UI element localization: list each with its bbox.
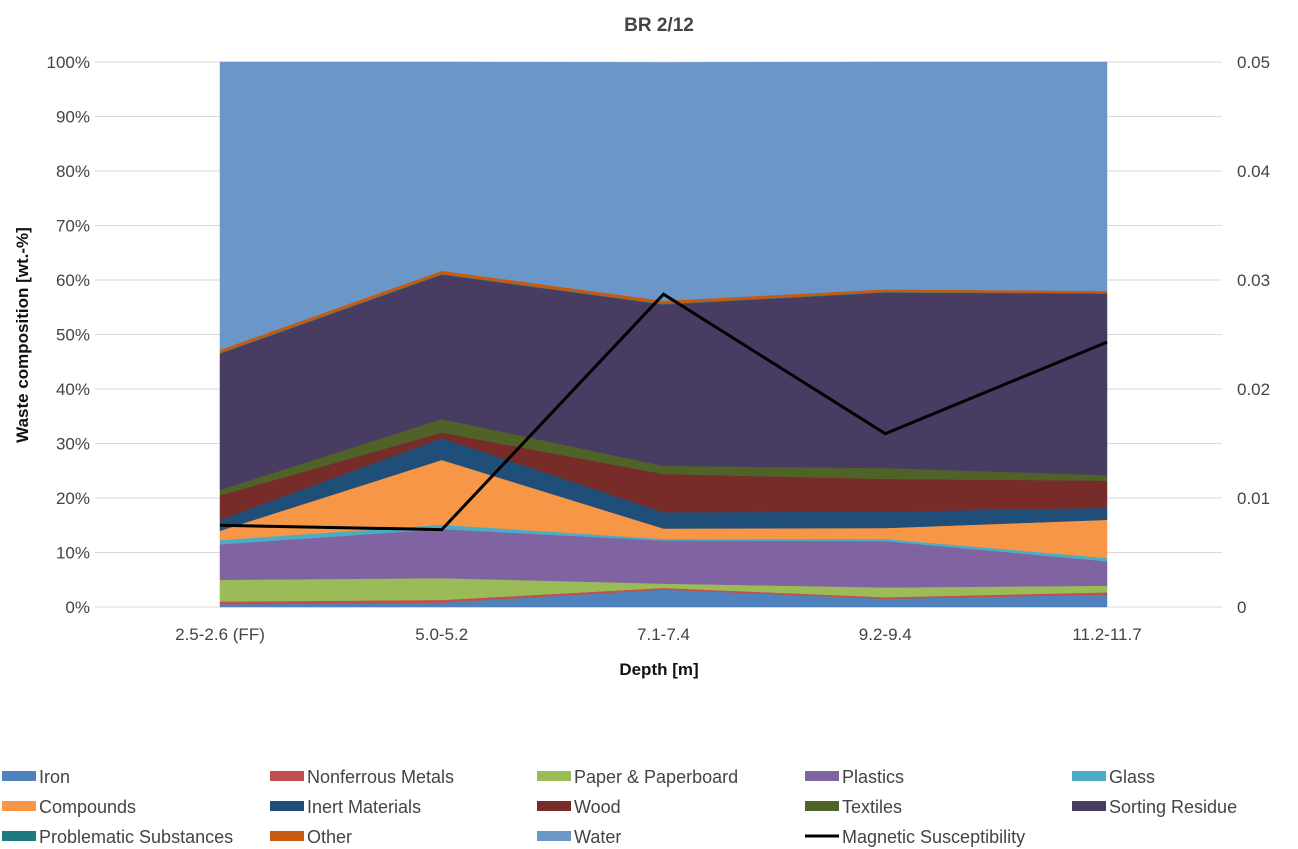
y2-tick-label: 0.01 <box>1237 489 1270 508</box>
legend-swatch <box>270 831 304 841</box>
legend-item-nonferrous-metals: Nonferrous Metals <box>270 767 454 787</box>
y-tick-label: 90% <box>56 108 90 127</box>
legend-swatch <box>270 801 304 811</box>
y-axis-ticks: 0% 10% 20% 30% 40% 50% 60% 70% 80% 90% 100% <box>47 53 90 617</box>
legend-item-compounds: Compounds <box>2 797 136 817</box>
legend-label: Compounds <box>39 797 136 817</box>
y-tick-label: 70% <box>56 217 90 236</box>
legend-item-wood: Wood <box>537 797 621 817</box>
y-tick-label: 20% <box>56 489 90 508</box>
legend-label: Nonferrous Metals <box>307 767 454 787</box>
legend-label: Other <box>307 827 352 847</box>
legend-item-magnetic-susceptibility: Magnetic Susceptibility <box>805 827 1025 847</box>
y-tick-label: 10% <box>56 544 90 563</box>
y-tick-label: 50% <box>56 326 90 345</box>
y-tick-label: 0% <box>65 598 90 617</box>
legend-label: Paper & Paperboard <box>574 767 738 787</box>
x-tick-label: 5.0-5.2 <box>415 625 468 644</box>
y-tick-label: 80% <box>56 162 90 181</box>
line-magnetic-susceptibility <box>219 292 1108 532</box>
x-tick-label: 9.2-9.4 <box>859 625 912 644</box>
legend-label: Glass <box>1109 767 1155 787</box>
y2-tick-label: 0.02 <box>1237 380 1270 399</box>
y-tick-label: 30% <box>56 435 90 454</box>
legend-item-inert-materials: Inert Materials <box>270 797 421 817</box>
y2-tick-label: 0.05 <box>1237 53 1270 72</box>
legend-item-textiles: Textiles <box>805 797 902 817</box>
y-axis-title: Waste composition [wt.-%] <box>13 227 32 443</box>
legend-swatch <box>1072 801 1106 811</box>
legend-item-problematic-substances: Problematic Substances <box>2 827 233 847</box>
legend-label: Inert Materials <box>307 797 421 817</box>
y-tick-label: 100% <box>47 53 90 72</box>
legend-swatch <box>2 801 36 811</box>
legend-item-other: Other <box>270 827 352 847</box>
legend-swatch <box>805 771 839 781</box>
legend-label: Magnetic Susceptibility <box>842 827 1025 847</box>
x-axis-ticks: 2.5-2.6 (FF) 5.0-5.2 7.1-7.4 9.2-9.4 11.2-11… <box>175 625 1142 644</box>
legend-label: Sorting Residue <box>1109 797 1237 817</box>
legend-item-sorting-residue: Sorting Residue <box>1072 797 1237 817</box>
legend-swatch <box>537 771 571 781</box>
legend-item-water: Water <box>537 827 621 847</box>
legend-swatch <box>537 801 571 811</box>
legend-swatch <box>270 771 304 781</box>
legend-label: Plastics <box>842 767 904 787</box>
legend-label: Iron <box>39 767 70 787</box>
legend-item-plastics: Plastics <box>805 767 904 787</box>
x-axis-title: Depth [m] <box>619 660 698 679</box>
legend-swatch <box>1072 771 1106 781</box>
legend-label: Problematic Substances <box>39 827 233 847</box>
legend: Iron Nonferrous Metals Paper & Paperboard P… <box>2 767 1237 847</box>
legend-swatch <box>2 771 36 781</box>
chart-title: BR 2/12 <box>624 15 694 36</box>
legend-label: Textiles <box>842 797 902 817</box>
y2-tick-label: 0.04 <box>1237 162 1270 181</box>
x-tick-label: 11.2-11.7 <box>1072 625 1141 644</box>
y2-axis-ticks: 0 0.01 0.02 0.03 0.04 0.05 <box>1237 53 1270 617</box>
legend-item-glass: Glass <box>1072 767 1155 787</box>
area-water <box>219 61 1108 351</box>
legend-label: Wood <box>574 797 621 817</box>
x-tick-label: 2.5-2.6 (FF) <box>175 625 265 644</box>
legend-swatch <box>2 831 36 841</box>
x-tick-label: 7.1-7.4 <box>637 625 690 644</box>
legend-label: Water <box>574 827 621 847</box>
line-series-group <box>219 292 1108 532</box>
legend-swatch <box>537 831 571 841</box>
legend-swatch <box>805 801 839 811</box>
y-tick-label: 40% <box>56 380 90 399</box>
legend-item-paper-and-paperboard: Paper & Paperboard <box>537 767 738 787</box>
area-series-group <box>219 61 1108 608</box>
y2-tick-label: 0.03 <box>1237 271 1270 290</box>
y-tick-label: 60% <box>56 271 90 290</box>
y2-tick-label: 0 <box>1237 598 1246 617</box>
legend-item-iron: Iron <box>2 767 70 787</box>
